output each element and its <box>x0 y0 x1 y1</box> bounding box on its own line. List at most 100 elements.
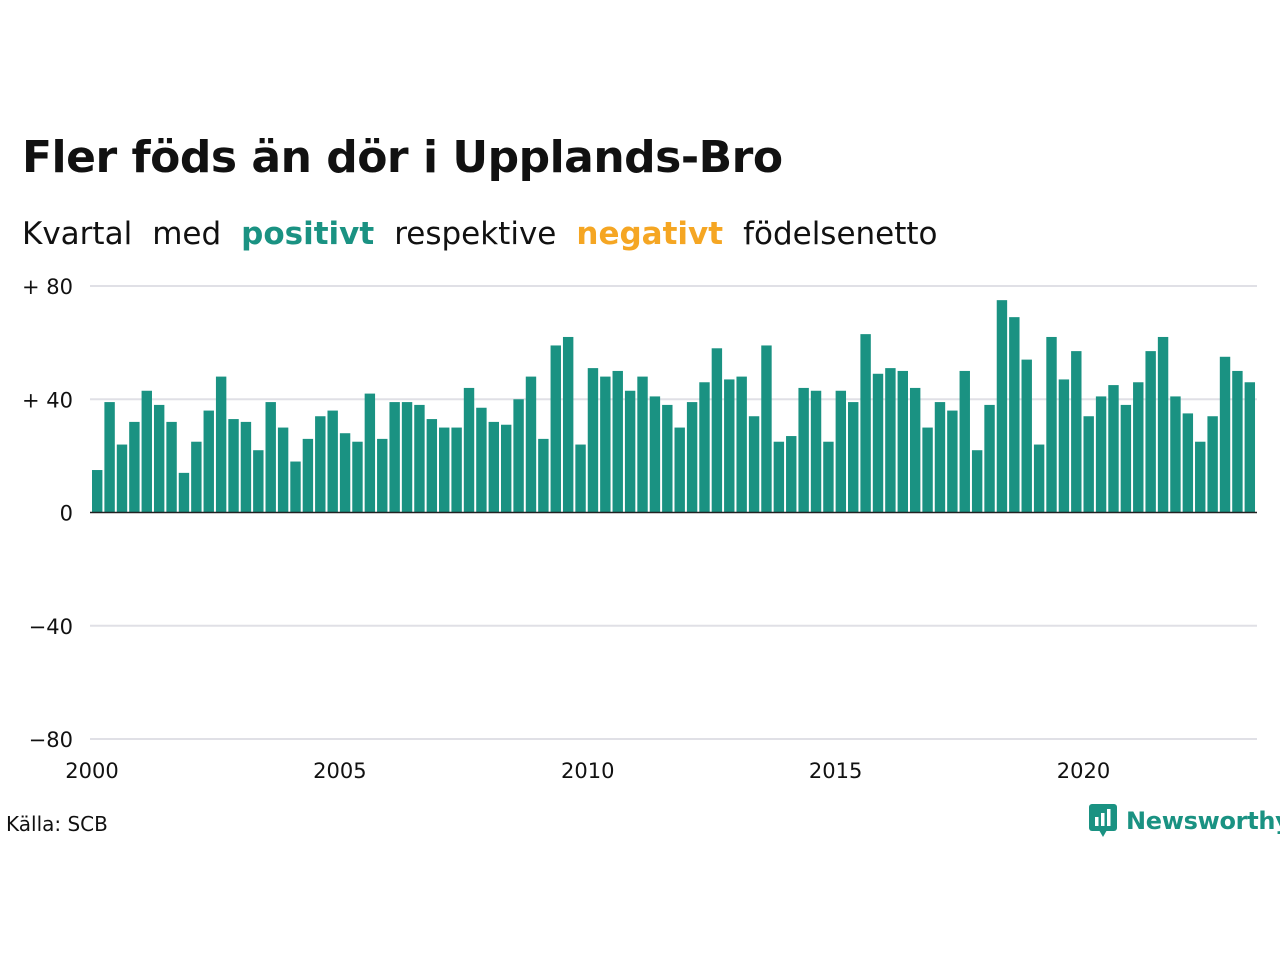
bar <box>240 421 252 513</box>
bar <box>662 404 673 513</box>
y-tick-label: −80 <box>29 728 73 752</box>
bar <box>178 472 190 513</box>
bar <box>600 376 611 513</box>
subtitle-word-respektive: respektive <box>394 216 557 252</box>
bar <box>166 421 177 513</box>
bar <box>674 427 685 513</box>
bar <box>897 370 908 513</box>
bar <box>1083 416 1094 513</box>
bar <box>810 390 822 513</box>
bar <box>1021 359 1032 513</box>
bar <box>922 427 933 513</box>
bar <box>302 438 314 513</box>
bar <box>1244 382 1256 513</box>
bar <box>500 424 512 513</box>
bar <box>1108 385 1119 513</box>
bar <box>1207 416 1218 513</box>
bar <box>1133 382 1144 513</box>
bar <box>971 450 983 513</box>
bar <box>550 345 561 513</box>
bar <box>92 470 103 513</box>
bar <box>575 444 586 513</box>
bar <box>798 387 809 513</box>
bar <box>1170 396 1181 513</box>
bar <box>637 376 648 513</box>
bar <box>1009 317 1020 513</box>
bar <box>488 421 500 513</box>
bar <box>1058 379 1070 513</box>
bars <box>92 300 1256 513</box>
newsworthy-logo: Newsworthy <box>1088 803 1280 839</box>
bar <box>1071 351 1082 513</box>
legend-negative-label: negativt <box>576 216 724 252</box>
bar <box>141 390 152 513</box>
bar <box>129 421 140 513</box>
bar <box>327 410 338 513</box>
bar <box>612 370 623 513</box>
bar <box>513 399 524 513</box>
bar <box>414 404 425 513</box>
bar <box>401 402 413 513</box>
bar <box>909 387 921 513</box>
bar <box>476 407 487 513</box>
bar <box>1219 356 1231 513</box>
bar <box>277 427 289 513</box>
x-axis-labels: 2000 2005 2010 2015 2020 <box>65 759 1110 783</box>
bar <box>339 433 351 513</box>
brand-name: Newsworthy <box>1126 807 1280 835</box>
chart-subtitle: Kvartal med positivt respektive negativt föde… <box>22 216 958 252</box>
bar <box>364 393 376 513</box>
bar <box>934 402 946 513</box>
legend-positive-label: positivt <box>241 216 375 252</box>
bar <box>389 402 400 513</box>
source-note: Källa: SCB <box>6 812 108 836</box>
x-tick-label: 2020 <box>1057 759 1110 783</box>
subtitle-word-med: med <box>152 216 222 252</box>
bar <box>1033 444 1045 513</box>
bar <box>761 345 772 513</box>
bar <box>153 404 165 513</box>
bar <box>724 379 735 513</box>
bar <box>463 387 475 513</box>
bar-chart-bubble-icon <box>1089 804 1117 837</box>
bar <box>116 444 128 513</box>
y-tick-label: + 40 <box>22 388 73 412</box>
bar <box>587 368 599 513</box>
bar <box>215 376 227 513</box>
bar <box>835 390 847 513</box>
bar <box>823 441 834 513</box>
bar <box>1120 404 1132 513</box>
x-tick-label: 2005 <box>313 759 366 783</box>
chart-title: Fler föds än dör i Upplands-Bro <box>22 132 783 183</box>
bar <box>959 370 970 513</box>
bar <box>773 441 785 513</box>
bar <box>265 402 276 513</box>
bar <box>451 427 462 513</box>
bar <box>848 402 859 513</box>
bar <box>1046 336 1057 513</box>
bar <box>439 427 450 513</box>
bar <box>426 419 438 513</box>
y-tick-label: −40 <box>29 615 73 639</box>
bar <box>711 348 723 513</box>
bar <box>624 390 636 513</box>
subtitle-word-kvartal: Kvartal <box>22 216 133 252</box>
bar <box>748 416 760 513</box>
bar <box>885 368 896 513</box>
bar <box>1182 413 1194 513</box>
bar <box>860 334 871 513</box>
bar <box>525 376 537 513</box>
bar <box>1232 370 1243 513</box>
y-axis-labels: + 80 + 40 0 −40 −80 <box>22 275 73 752</box>
x-tick-label: 2000 <box>65 759 118 783</box>
bar <box>538 438 549 513</box>
bar <box>736 376 747 513</box>
bar <box>786 436 797 513</box>
x-tick-label: 2010 <box>561 759 614 783</box>
bar <box>562 336 574 513</box>
bar-chart: + 80 + 40 0 −40 −80 2000 2005 2010 2015 2020 <box>22 275 1257 783</box>
bar <box>253 450 264 513</box>
y-tick-label: 0 <box>60 502 73 526</box>
subtitle-word-fodelsenetto: födelsenetto <box>743 216 938 252</box>
bar <box>1095 396 1107 513</box>
